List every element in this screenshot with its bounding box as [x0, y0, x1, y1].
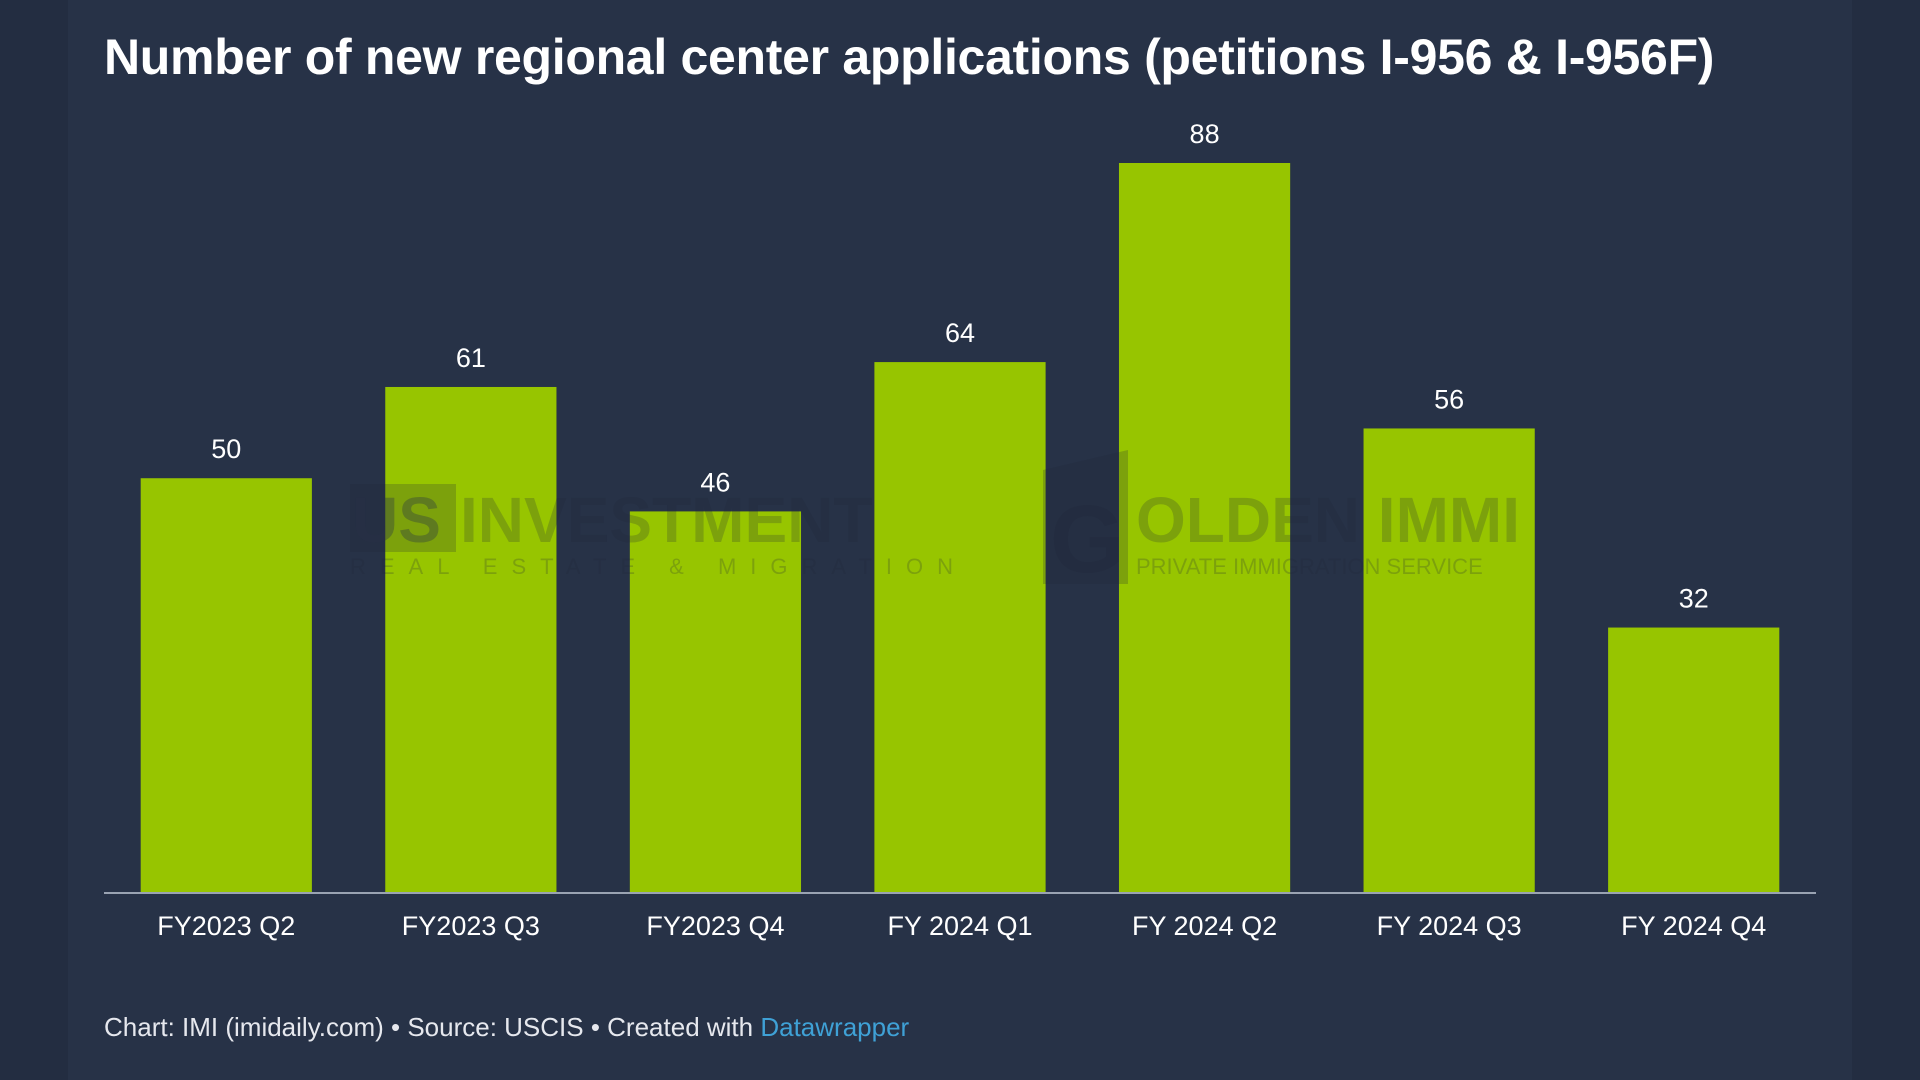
chart-footer: Chart: IMI (imidaily.com) • Source: USCI… [104, 1012, 909, 1043]
x-tick-label: FY2023 Q2 [157, 911, 295, 941]
data-label: 64 [945, 318, 975, 348]
data-label: 61 [456, 343, 486, 373]
left-frame-edge [0, 0, 68, 1080]
data-label: 46 [700, 467, 730, 497]
bar-fy2023-q2 [140, 478, 312, 893]
watermark-us-box [350, 484, 456, 552]
right-frame-edge [1852, 0, 1920, 1080]
x-tick-label: FY 2024 Q1 [887, 911, 1032, 941]
watermark-g-letter: G [1050, 486, 1125, 593]
bar-chart: 50 FY2023 Q2 61 FY2023 Q3 46 FY2023 Q4 64 FY 20… [104, 119, 1816, 941]
bar-fy2023-q4 [629, 511, 802, 893]
watermark-right-tagline: PRIVATE IMMIGRATION SERVICE [1136, 554, 1483, 579]
x-tick-label: FY2023 Q3 [402, 911, 540, 941]
x-tick-label: FY2023 Q4 [646, 911, 784, 941]
watermark-logo-shape [1043, 450, 1128, 584]
x-tick-label: FY 2024 Q4 [1621, 911, 1766, 941]
data-label: 56 [1434, 384, 1464, 414]
bar-fy-2024-q1 [874, 362, 1046, 893]
watermark-investment-text: INVESTMENT [460, 484, 872, 556]
footer-credits: Chart: IMI (imidaily.com) • Source: USCI… [104, 1012, 761, 1042]
datawrapper-link[interactable]: Datawrapper [760, 1012, 910, 1042]
watermark-us-text: US [352, 484, 441, 556]
data-label: 88 [1190, 119, 1220, 149]
bar-fy2023-q3 [385, 386, 557, 893]
watermark-golden-immi-text: OLDEN IMMI [1136, 484, 1520, 556]
data-label: 50 [211, 434, 241, 464]
bar-fy-2024-q4 [1608, 627, 1780, 893]
watermark-us-investment: US INVESTMENT REAL ESTATE & MIGRATION [350, 484, 967, 579]
bar-fy-2024-q2 [1118, 163, 1291, 893]
watermark-golden-immi: G OLDEN IMMI PRIVATE IMMIGRATION SERVICE [1043, 450, 1520, 593]
chart-title: Number of new regional center applicatio… [104, 29, 1715, 85]
data-label: 32 [1679, 584, 1709, 614]
bar-fy-2024-q3 [1363, 428, 1535, 893]
x-tick-label: FY 2024 Q2 [1132, 911, 1277, 941]
watermark-left-tagline: REAL ESTATE & MIGRATION [350, 554, 967, 579]
x-tick-label: FY 2024 Q3 [1377, 911, 1522, 941]
